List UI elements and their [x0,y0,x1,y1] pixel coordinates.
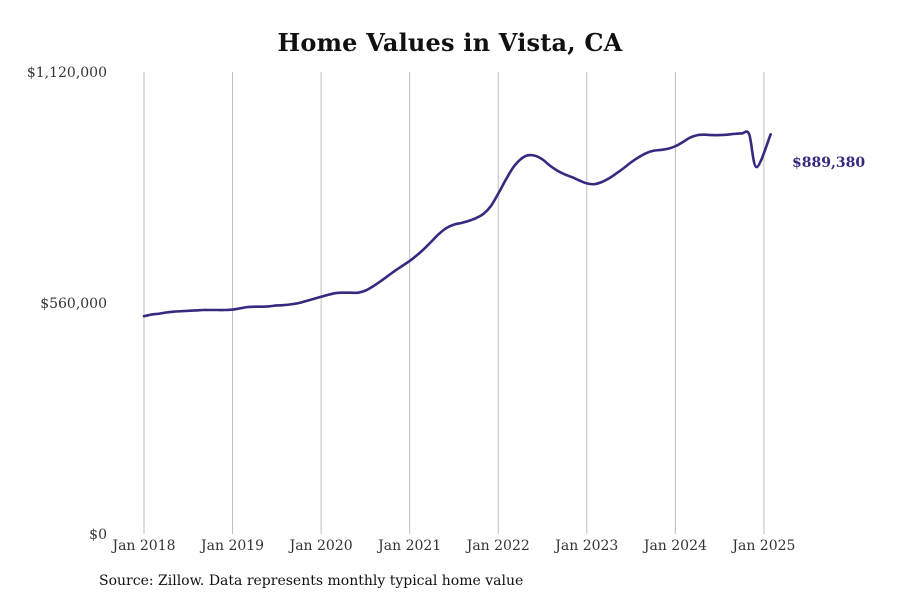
gridlines [143,72,765,534]
series-line [142,130,772,318]
y-tick-label: $1,120,000 [27,65,107,81]
series-layer: $889,380 [142,130,865,318]
x-tick-label: Jan 2024 [642,538,707,554]
y-tick-label: $0 [89,527,107,543]
y-axis-ticks: $0 $560,000 $1,120,000 [27,65,107,543]
x-tick-label: Jan 2025 [730,538,795,554]
x-tick-label: Jan 2023 [553,538,618,554]
source-note: Source: Zillow. Data represents monthly … [99,573,524,589]
end-value-label: $889,380 [792,155,865,171]
x-tick-label: Jan 2020 [288,538,353,554]
x-tick-label: Jan 2022 [465,538,530,554]
x-tick-label: Jan 2018 [110,538,175,554]
chart-title: Home Values in Vista, CA [277,28,623,57]
x-axis-ticks: Jan 2018 Jan 2019 Jan 2020 Jan 2021 Jan 2022… [110,538,795,554]
x-tick-label: Jan 2021 [376,538,441,554]
x-tick-label: Jan 2019 [199,538,264,554]
y-tick-label: $560,000 [40,296,107,312]
